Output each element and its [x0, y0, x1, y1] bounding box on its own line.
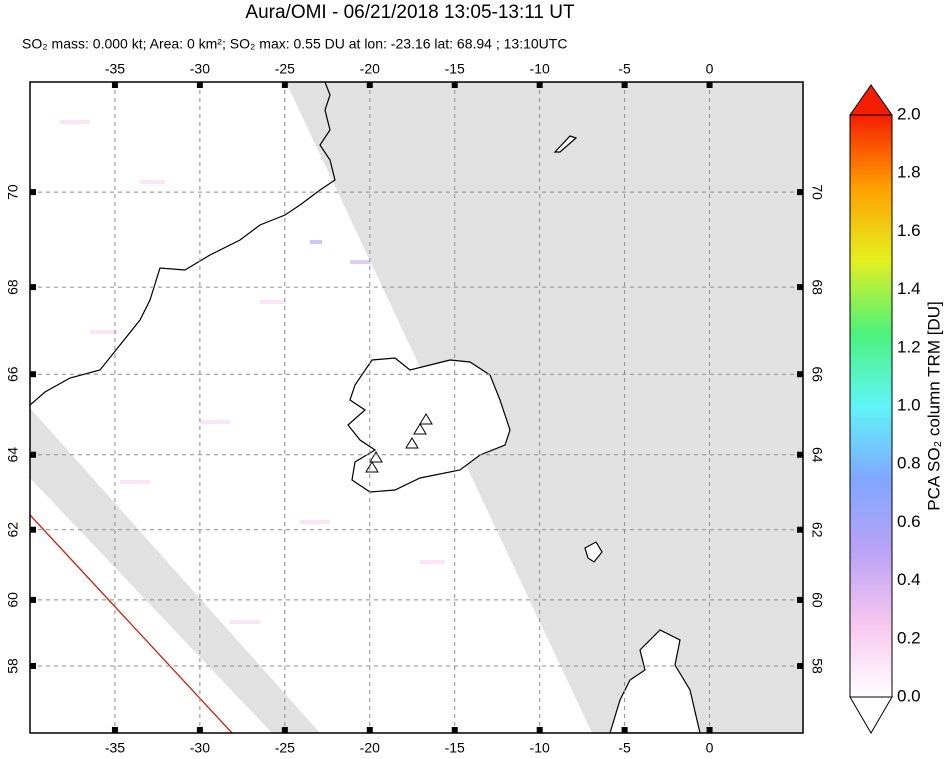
colorbar-tick-label: 0.2	[897, 628, 921, 647]
x-tick-label: -10	[530, 740, 550, 756]
y-tick-label: 70	[809, 184, 825, 200]
map-area	[30, 82, 803, 733]
coastline-greenland	[30, 82, 336, 406]
colorbar-tick-label: 2.0	[897, 104, 921, 123]
x-tick-label: -10	[530, 61, 550, 77]
y-tick-label: 68	[809, 279, 825, 295]
x-tick-label: -35	[105, 61, 125, 77]
x-tick-label: -30	[190, 61, 210, 77]
y-tick-label: 60	[5, 592, 21, 608]
colorbar-label: PCA SO₂ column TRM [DU]	[924, 301, 943, 510]
x-tick-label: -25	[275, 61, 295, 77]
title: Aura/OMI - 06/21/2018 13:05-13:11 UT	[245, 2, 575, 23]
y-tick-label: 64	[5, 447, 21, 463]
colorbar-tick-label: 1.6	[897, 221, 921, 240]
y-tick-label: 66	[809, 366, 825, 382]
retrieval-pixels	[60, 120, 512, 624]
subtitle: SO₂ mass: 0.000 kt; Area: 0 km²; SO₂ max…	[22, 36, 567, 52]
map-frame	[29, 81, 804, 734]
colorbar-tick-label: 1.0	[897, 395, 921, 414]
x-tick-label: -5	[618, 61, 631, 77]
y-tick-label: 64	[809, 447, 825, 463]
colorbar-extend-min	[849, 696, 893, 734]
swath-edge-line	[30, 514, 233, 733]
x-tick-label: -15	[445, 740, 465, 756]
axes: -35 -35 -30 -30 -25 -25 -20 -20 -15 -15 -10 -10 -5 -5…	[5, 61, 921, 756]
volcano-markers	[365, 413, 433, 473]
coastline-scotland	[609, 629, 701, 733]
y-tick-label: 58	[809, 658, 825, 674]
y-tick-label: 68	[5, 279, 21, 295]
x-tick-label: -20	[360, 740, 380, 756]
x-tick-label: -25	[275, 740, 295, 756]
colorbar-tick-label: 0.0	[897, 686, 921, 705]
colorbar-tick-label: 0.6	[897, 512, 921, 531]
x-tick-label: 0	[706, 61, 714, 77]
x-tick-label: -15	[445, 61, 465, 77]
colorbar	[849, 114, 893, 698]
x-tick-label: -30	[190, 740, 210, 756]
no-data-swath-gap	[286, 82, 803, 733]
no-data-swath-gap	[30, 408, 320, 733]
colorbar-tick-label: 1.2	[897, 337, 921, 356]
y-tick-label: 66	[5, 366, 21, 382]
y-tick-label: 70	[5, 184, 21, 200]
colorbar-tick-label: 0.8	[897, 454, 921, 473]
x-tick-label: -20	[360, 61, 380, 77]
y-tick-label: 60	[809, 592, 825, 608]
coastline-jan-mayen	[553, 135, 578, 153]
colorbar-extend-max	[849, 84, 893, 116]
x-tick-label: -5	[618, 740, 631, 756]
y-tick-label: 58	[5, 658, 21, 674]
x-tick-label: 0	[706, 740, 714, 756]
x-tick-label: -35	[105, 740, 125, 756]
coastline-iceland	[347, 357, 511, 493]
colorbar-tick-label: 1.4	[897, 279, 921, 298]
colorbar-tick-label: 0.4	[897, 570, 921, 589]
y-tick-label: 62	[809, 522, 825, 538]
y-tick-label: 62	[5, 522, 21, 538]
coastline-faroes	[584, 541, 603, 563]
colorbar-tick-label: 1.8	[897, 163, 921, 182]
